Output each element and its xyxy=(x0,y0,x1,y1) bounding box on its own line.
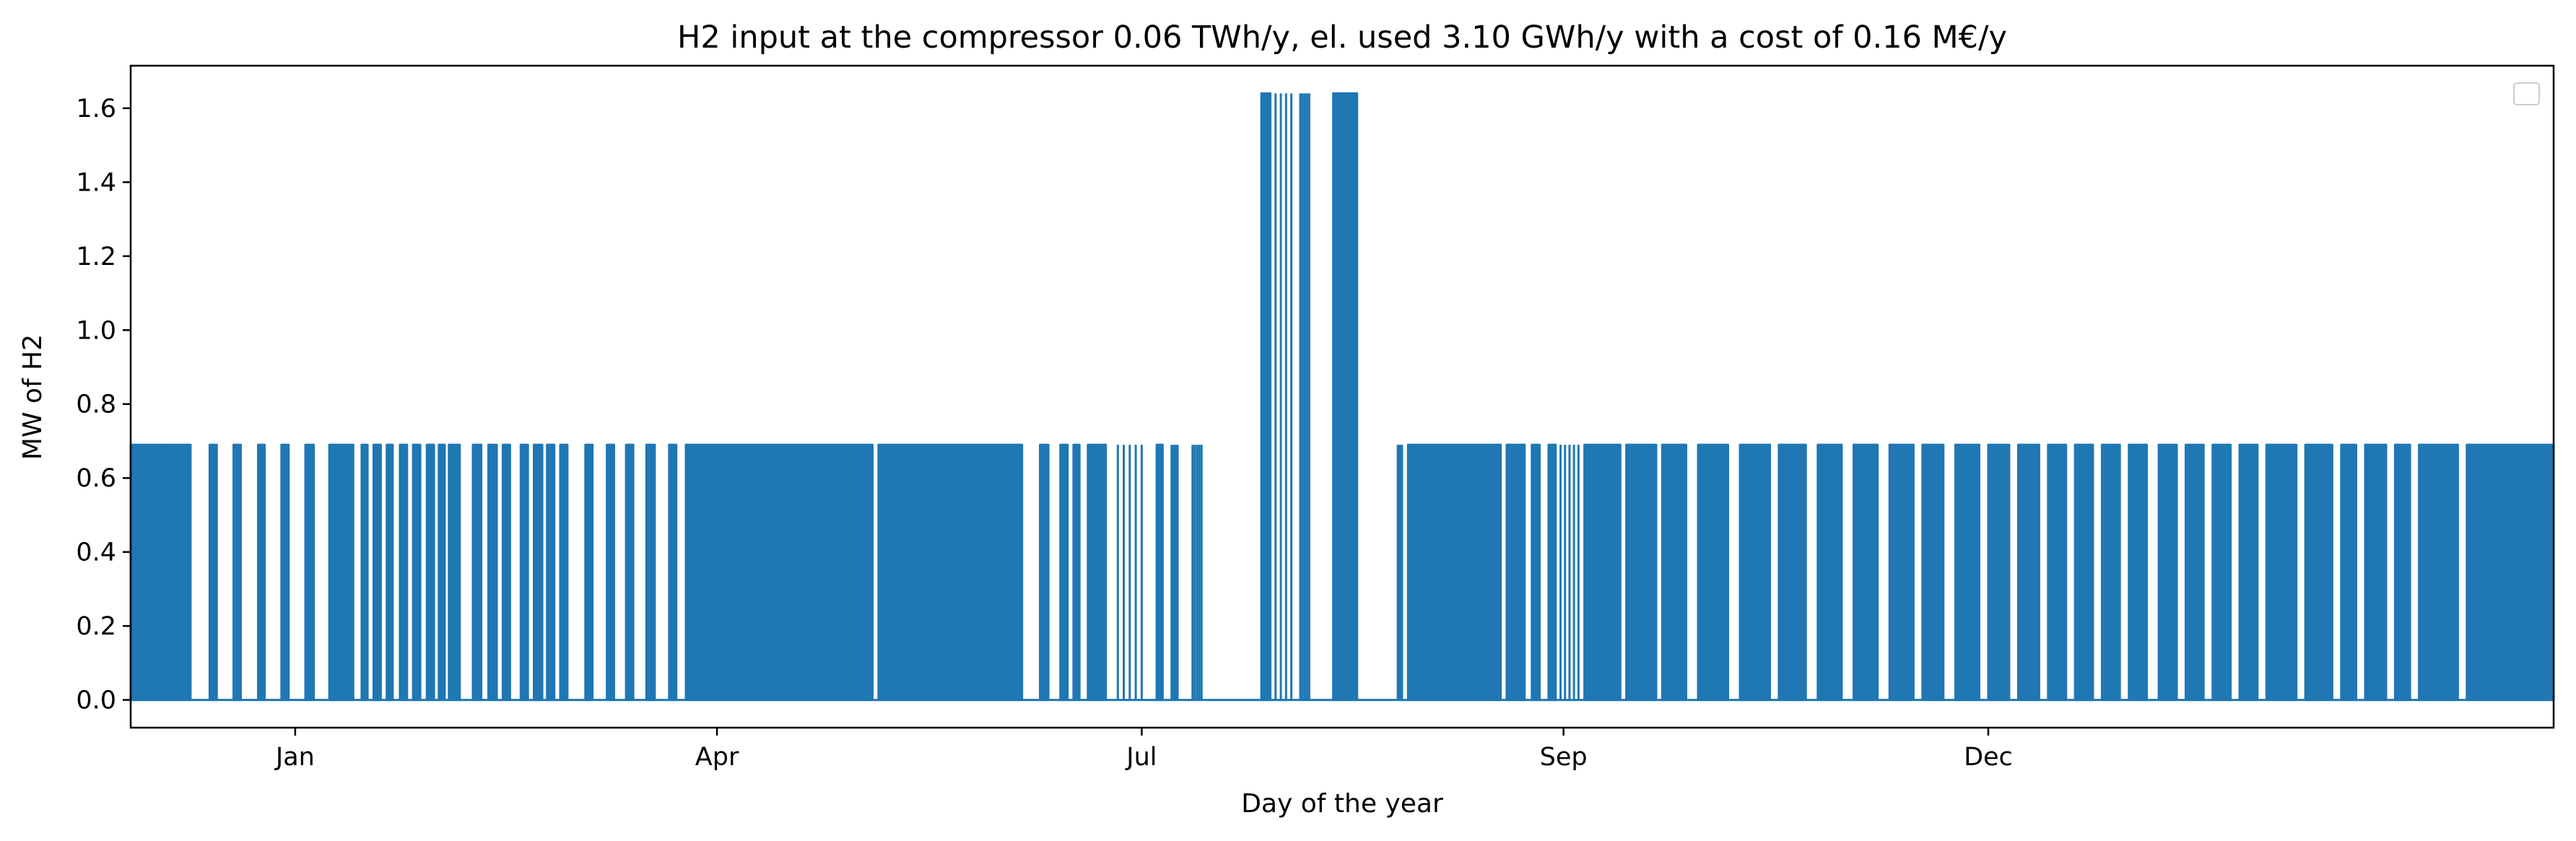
x-axis-label: Day of the year xyxy=(1241,789,1443,819)
series-line xyxy=(129,92,2555,702)
legend-box xyxy=(2513,82,2540,105)
y-tick-label: 0.2 xyxy=(76,612,116,641)
x-axis-ticks: Jan Apr Jul Sep Dec xyxy=(274,728,2013,772)
y-tick-label: 0.4 xyxy=(76,539,116,567)
x-tick-label: Jul xyxy=(1125,743,1157,772)
x-tick-label: Apr xyxy=(695,743,739,772)
y-tick-label: 0.0 xyxy=(76,687,116,715)
x-tick-label: Sep xyxy=(1540,743,1588,772)
x-tick-label: Jan xyxy=(274,743,315,772)
y-axis-label: MW of H2 xyxy=(18,334,48,460)
y-tick-label: 1.4 xyxy=(76,168,116,197)
y-tick-label: 1.6 xyxy=(76,95,116,123)
y-tick-label: 1.2 xyxy=(76,243,116,271)
plot-frame xyxy=(129,64,2555,729)
chart-title: H2 input at the compressor 0.06 TWh/y, e… xyxy=(677,19,2007,56)
y-tick-label: 0.6 xyxy=(76,464,116,493)
y-axis-ticks: 0.0 0.2 0.4 0.6 0.8 1.0 1.2 1.4 1.6 xyxy=(76,95,131,715)
y-tick-label: 1.0 xyxy=(76,316,116,345)
plot-area xyxy=(129,92,2555,702)
x-tick-label: Dec xyxy=(1964,743,2013,772)
y-tick-label: 0.8 xyxy=(76,391,116,419)
